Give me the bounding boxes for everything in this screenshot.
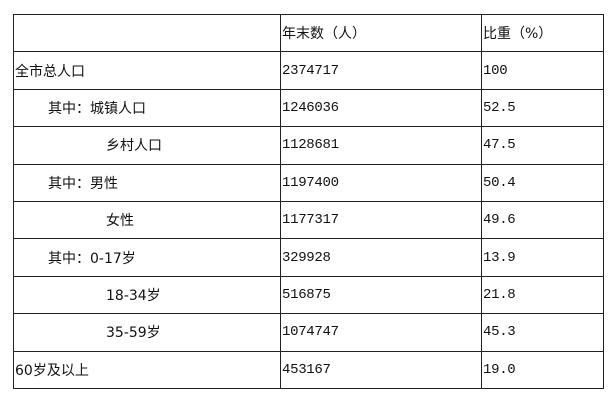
- row-count: 516875: [280, 275, 482, 315]
- row-count: 329928: [280, 238, 482, 277]
- row-label: 全市总人口: [13, 51, 281, 90]
- table-row: 乡村人口 1128681 47.5: [13, 126, 604, 165]
- row-count: 2374717: [280, 51, 482, 90]
- table-row: 35-59岁 1074747 45.3: [13, 313, 604, 352]
- row-share: 52.5: [481, 88, 604, 128]
- row-label: 其中：城镇人口: [13, 88, 281, 128]
- row-share: 50.4: [481, 163, 604, 202]
- row-share: 49.6: [481, 200, 604, 240]
- row-share: 13.9: [481, 238, 604, 277]
- row-count: 1197400: [280, 163, 482, 202]
- row-share: 45.3: [481, 313, 604, 352]
- header-share: 比重（%）: [481, 13, 604, 53]
- row-label: 其中：0-17岁: [13, 238, 281, 277]
- row-label: 18-34岁: [13, 275, 281, 315]
- table-row: 其中：0-17岁 329928 13.9: [13, 238, 604, 277]
- row-label: 其中：男性: [13, 163, 281, 202]
- table-row: 全市总人口 2374717 100: [13, 51, 604, 90]
- table-row: 其中：城镇人口 1246036 52.5: [13, 88, 604, 128]
- header-count: 年末数（人）: [280, 13, 482, 53]
- row-count: 1246036: [280, 88, 482, 128]
- row-label: 60岁及以上: [13, 350, 281, 389]
- header-blank: [13, 13, 281, 53]
- row-share: 47.5: [481, 126, 604, 165]
- row-count: 1128681: [280, 126, 482, 165]
- row-share: 19.0: [481, 350, 604, 389]
- row-count: 453167: [280, 350, 482, 389]
- population-table: 年末数（人） 比重（%） 全市总人口 2374717 100 其中：城镇人口 12460…: [13, 13, 604, 389]
- row-count: 1177317: [280, 200, 482, 240]
- row-label: 乡村人口: [13, 126, 281, 165]
- row-label: 35-59岁: [13, 313, 281, 352]
- table-row: 60岁及以上 453167 19.0: [13, 350, 604, 389]
- header-row: 年末数（人） 比重（%）: [13, 13, 604, 53]
- table-row: 女性 1177317 49.6: [13, 200, 604, 240]
- row-count: 1074747: [280, 313, 482, 352]
- row-share: 100: [481, 51, 604, 90]
- table-row: 其中：男性 1197400 50.4: [13, 163, 604, 202]
- table-row: 18-34岁 516875 21.8: [13, 275, 604, 315]
- row-label: 女性: [13, 200, 281, 240]
- row-share: 21.8: [481, 275, 604, 315]
